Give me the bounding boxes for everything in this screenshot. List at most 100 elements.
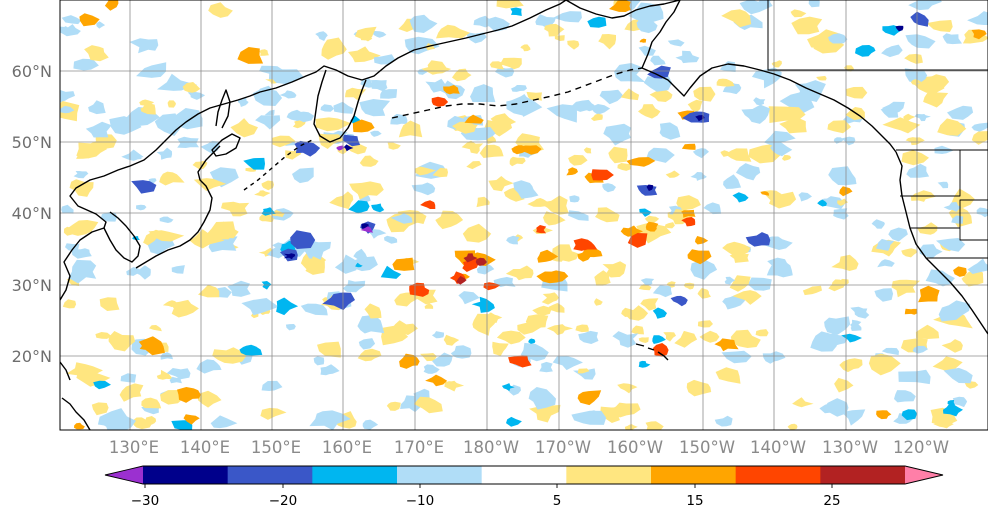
anomaly-patch [342,280,366,293]
anomaly-patch [73,58,99,71]
anomaly-patch [432,167,448,178]
anomaly-patch [300,303,328,316]
anomaly-patch [755,329,769,337]
coastlines [60,0,988,430]
anomaly-patch [443,334,460,346]
anomaly-patch [781,155,792,161]
anomaly-patch [577,368,590,374]
anomaly-patch [505,265,534,281]
anomaly-patch [569,195,580,203]
anomaly-patch [932,356,963,371]
anomaly-patch [507,95,543,117]
anomaly-patch [177,387,201,403]
lon-label: 130°E [109,438,159,457]
anomaly-patch [97,408,136,430]
anomaly-patch [953,266,967,277]
anomaly-patch [138,336,165,356]
anomaly-patch [359,155,379,167]
anomaly-patch [528,387,556,410]
anomaly-patch [716,78,735,87]
colorbar-tick-label: −20 [269,493,298,509]
anomaly-patch [730,329,761,348]
korea-coast [103,211,141,263]
anomaly-patch [690,259,718,280]
anomaly-patch [413,396,443,414]
anomaly-patch [926,20,953,32]
anomaly-patch [609,0,631,12]
anomaly-patch [450,345,472,359]
anomaly-patch [132,417,153,430]
anomaly-patch [464,114,484,124]
anomaly-patch [845,86,868,99]
anomaly-patch [355,26,377,41]
anomaly-patch [169,299,199,318]
anomaly-patch [241,298,279,316]
anomaly-patch [167,100,176,108]
anomaly-patch [237,47,264,64]
lat-label: 40°N [12,204,52,223]
anomaly-patch [937,118,967,136]
anomaly-patch [510,7,522,16]
anomaly-patch [577,390,602,406]
anomaly-patch [947,400,956,406]
anomaly-patch [901,150,929,166]
japan-coast [135,145,221,269]
anomaly-patch [779,117,807,134]
anomaly-patch [905,34,936,49]
anomaly-patch [640,278,655,286]
anomaly-patch [714,415,733,427]
anomaly-patch [171,265,185,274]
anomaly-patch [321,37,347,60]
anomaly-patch [608,146,628,164]
anomaly-patch [511,145,527,155]
anomaly-patch [620,88,640,101]
anomaly-patch [196,359,222,374]
anomaly-patch [493,277,516,287]
anomaly-patch [104,0,119,11]
sakhalin-coast [215,89,231,129]
anomaly-patch [824,333,848,347]
anomaly-patch [373,54,396,65]
colorbar-max-extension [905,466,943,484]
lat-label: 20°N [12,347,52,366]
anomaly-patch [764,130,796,147]
colorbar-segment [651,466,737,484]
anomaly-patch [683,282,695,290]
anomaly-patch [60,105,75,114]
anomaly-patch [587,16,607,28]
anomaly-patch [121,149,144,161]
anomaly-patch [96,21,106,29]
anomaly-patch [182,82,201,93]
anomaly-patch [834,377,854,393]
anomaly-patch [508,355,532,368]
anomaly-patch [903,113,916,121]
anomaly-patch [183,414,200,425]
anomaly-patch [881,347,899,356]
anomaly-patch [638,337,649,343]
latitude-labels: 60°N 50°N 40°N 30°N 20°N [12,62,52,366]
anomaly-patch [197,390,222,408]
anomaly-patch [276,297,299,316]
lon-label: 180°W [463,438,519,457]
anomaly-patch [947,105,974,120]
anomaly-patch [837,198,848,206]
anomaly-patch [230,118,258,138]
anomaly-patch [352,119,375,133]
anomaly-patch [466,32,487,44]
anomaly-patch [495,67,515,78]
lon-label: 120°W [893,438,949,457]
lon-label: 160°E [322,438,372,457]
anomaly-patch [475,257,488,266]
anomaly-patch [456,276,467,285]
anomaly-patch [212,347,247,364]
anomaly-patch [414,166,436,176]
anomaly-patch [912,345,929,354]
lon-label: 150°W [679,438,735,457]
anomaly-patch [463,253,478,263]
anomaly-patch [674,330,698,348]
anomaly-patch [639,38,647,43]
anomaly-patch [63,226,75,236]
anomaly-patch [603,123,632,146]
anomaly-patch [296,111,315,123]
anomaly-patch [904,68,928,85]
